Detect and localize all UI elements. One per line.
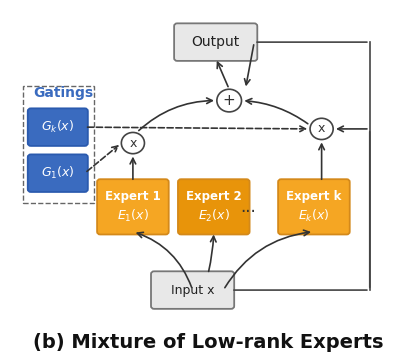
FancyBboxPatch shape bbox=[28, 155, 88, 192]
Text: $G_1(x)$: $G_1(x)$ bbox=[41, 165, 74, 181]
Text: $E_k(x)$: $E_k(x)$ bbox=[298, 208, 329, 224]
Text: $E_1(x)$: $E_1(x)$ bbox=[117, 208, 149, 224]
Text: (b) Mixture of Low-rank Experts: (b) Mixture of Low-rank Experts bbox=[33, 333, 383, 352]
Text: Gatings: Gatings bbox=[34, 86, 94, 100]
Text: x: x bbox=[129, 137, 136, 150]
FancyBboxPatch shape bbox=[178, 179, 250, 235]
Text: Output: Output bbox=[192, 35, 240, 49]
Text: Expert k: Expert k bbox=[286, 190, 342, 203]
Circle shape bbox=[310, 118, 333, 140]
Text: Input x: Input x bbox=[171, 283, 214, 297]
Circle shape bbox=[217, 89, 242, 112]
Text: $G_k(x)$: $G_k(x)$ bbox=[41, 119, 74, 135]
FancyBboxPatch shape bbox=[97, 179, 169, 235]
FancyBboxPatch shape bbox=[174, 23, 257, 61]
Text: Expert 2: Expert 2 bbox=[186, 190, 242, 203]
Text: ...: ... bbox=[240, 198, 256, 216]
Text: x: x bbox=[318, 122, 325, 135]
FancyBboxPatch shape bbox=[28, 109, 88, 146]
Circle shape bbox=[121, 132, 144, 154]
Text: Expert 1: Expert 1 bbox=[105, 190, 161, 203]
Text: +: + bbox=[223, 93, 235, 108]
FancyBboxPatch shape bbox=[151, 271, 234, 309]
FancyBboxPatch shape bbox=[278, 179, 350, 235]
Text: $E_2(x)$: $E_2(x)$ bbox=[198, 208, 230, 224]
